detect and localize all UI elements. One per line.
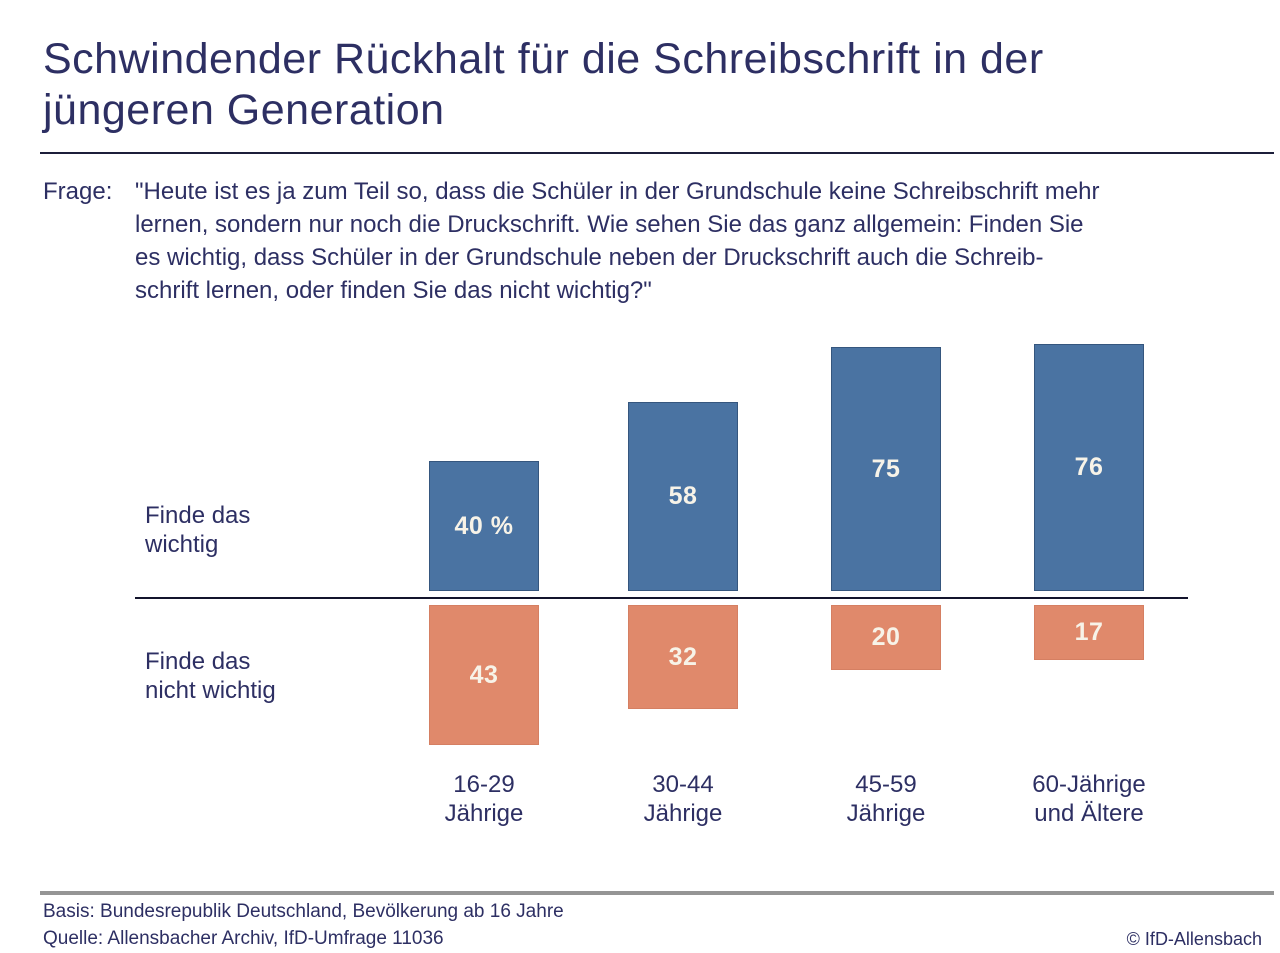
question-text-line-4: schrift lernen, oder finden Sie das nich… (135, 277, 652, 304)
footer-source-text: Quelle: Allensbacher Archiv, IfD-Umfrage… (43, 928, 444, 949)
row-label-wichtig: Finde das wichtig (145, 501, 250, 559)
x-axis-label-60-Jährige-line-1: 60-Jährige (1032, 771, 1146, 798)
bar-value-label-nicht-wichtig-45-59: 20 (871, 623, 901, 651)
row-label-nicht-wichtig: Finde das nicht wichtig (145, 647, 276, 705)
survey-question: Frage: "Heute ist es ja zum Teil so, das… (43, 175, 1100, 307)
bar-value-label-wichtig-16-29: 40 % (454, 511, 514, 540)
bar-wichtig-30-44: 58 (628, 402, 738, 591)
x-axis-label-60-Jährige: 60-Jährige und Ältere (979, 770, 1199, 828)
bar-value-label-wichtig-60-Jährige: 76 (1074, 453, 1104, 481)
title-divider-line (40, 152, 1274, 154)
question-label: Frage: (43, 178, 113, 205)
question-text-line-2: lernen, sondern nur noch die Druckschrif… (135, 211, 1084, 238)
bar-value-label-wichtig-45-59: 75 (871, 454, 901, 483)
x-axis-label-30-44: 30-44 Jährige (573, 770, 793, 828)
page-title-line-1: Schwindender Rückhalt für die Schreibsch… (43, 35, 1044, 83)
bar-nicht-wichtig-60-Jährige: 17 (1034, 605, 1144, 660)
bar-nicht-wichtig-45-59: 20 (831, 605, 941, 670)
bar-value-label-wichtig-30-44: 58 (668, 482, 698, 510)
bar-value-label-nicht-wichtig-30-44: 32 (668, 642, 698, 671)
bar-wichtig-45-59: 75 (831, 347, 941, 591)
x-axis-label-16-29-line-1: 16-29 (453, 771, 515, 798)
bar-nicht-wichtig-16-29: 43 (429, 605, 539, 745)
x-axis-label-60-Jährige-line-2: und Ältere (1034, 800, 1144, 827)
question-text-line-3: es wichtig, dass Schüler in der Grundsch… (135, 244, 1044, 271)
x-axis-label-16-29-line-2: Jährige (444, 800, 524, 827)
x-axis-label-30-44-line-2: Jährige (643, 800, 723, 827)
x-axis-label-30-44-line-1: 30-44 (652, 771, 714, 798)
question-text-line-1: "Heute ist es ja zum Teil so, dass die S… (135, 178, 1100, 205)
chart-baseline (135, 597, 1188, 599)
bar-nicht-wichtig-30-44: 32 (628, 605, 738, 709)
row-label-nicht-wichtig-line-1: Finde das (145, 648, 251, 675)
bar-value-label-nicht-wichtig-60-Jährige: 17 (1074, 618, 1104, 646)
footer-divider-line (40, 891, 1274, 895)
bar-value-label-nicht-wichtig-16-29: 43 (469, 660, 499, 689)
x-axis-label-45-59: 45-59 Jährige (776, 770, 996, 828)
row-label-wichtig-line-2: wichtig (145, 531, 219, 558)
footer-basis-text: Basis: Bundesrepublik Deutschland, Bevöl… (43, 901, 564, 922)
x-axis-label-45-59-line-1: 45-59 (855, 771, 917, 798)
page-title-line-2: jüngeren Generation (43, 86, 445, 134)
bar-wichtig-16-29: 40 % (429, 461, 539, 591)
row-label-wichtig-line-1: Finde das (145, 502, 251, 529)
x-axis-label-16-29: 16-29 Jährige (374, 770, 594, 828)
copyright-text: © IfD-Allensbach (1126, 929, 1262, 949)
page-title: Schwindender Rückhalt für die Schreibsch… (43, 34, 1044, 136)
bar-wichtig-60-Jährige: 76 (1034, 344, 1144, 591)
row-label-nicht-wichtig-line-2: nicht wichtig (145, 677, 276, 704)
x-axis-label-45-59-line-2: Jährige (846, 800, 926, 827)
question-text: "Heute ist es ja zum Teil so, dass die S… (135, 175, 1100, 307)
